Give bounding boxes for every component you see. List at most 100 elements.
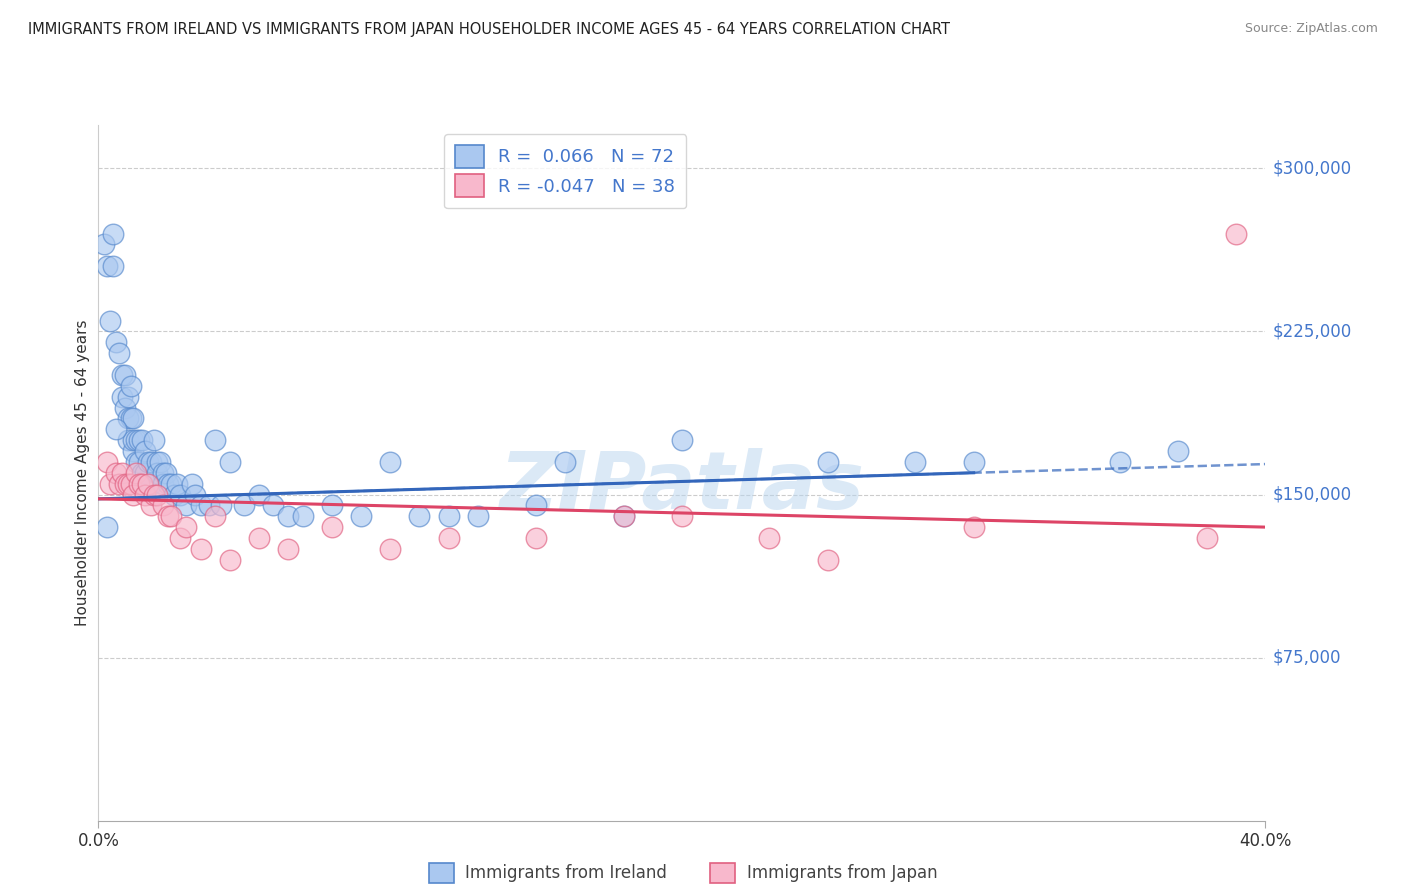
Point bbox=[1225, 227, 1247, 241]
Point bbox=[160, 476, 183, 491]
Point bbox=[163, 487, 186, 501]
Text: $150,000: $150,000 bbox=[1272, 485, 1351, 503]
Point bbox=[101, 227, 124, 241]
Text: $225,000: $225,000 bbox=[1272, 322, 1351, 341]
Point bbox=[233, 499, 256, 513]
Point bbox=[120, 476, 142, 491]
Point bbox=[554, 455, 576, 469]
Text: $300,000: $300,000 bbox=[1272, 160, 1351, 178]
Point bbox=[134, 466, 156, 480]
Point bbox=[190, 499, 212, 513]
Point bbox=[166, 476, 188, 491]
Point bbox=[155, 466, 177, 480]
Point bbox=[136, 476, 159, 491]
Point bbox=[134, 487, 156, 501]
Point bbox=[149, 455, 172, 469]
Point bbox=[122, 411, 145, 425]
Point bbox=[1195, 531, 1218, 545]
Point bbox=[146, 455, 169, 469]
Point bbox=[111, 368, 134, 382]
Point bbox=[134, 444, 156, 458]
Point bbox=[131, 476, 153, 491]
Point bbox=[180, 476, 202, 491]
Point bbox=[157, 509, 180, 524]
Point bbox=[104, 422, 127, 436]
Point bbox=[758, 531, 780, 545]
Point bbox=[122, 433, 145, 447]
Point bbox=[321, 499, 343, 513]
Text: ZIPatlas: ZIPatlas bbox=[499, 448, 865, 525]
Point bbox=[125, 455, 148, 469]
Point bbox=[96, 520, 118, 534]
Point bbox=[96, 259, 118, 273]
Point bbox=[108, 346, 131, 360]
Point bbox=[152, 499, 174, 513]
Legend: R =  0.066   N = 72, R = -0.047   N = 38: R = 0.066 N = 72, R = -0.047 N = 38 bbox=[444, 134, 686, 209]
Point bbox=[671, 509, 693, 524]
Point bbox=[139, 476, 162, 491]
Text: IMMIGRANTS FROM IRELAND VS IMMIGRANTS FROM JAPAN HOUSEHOLDER INCOME AGES 45 - 64: IMMIGRANTS FROM IRELAND VS IMMIGRANTS FR… bbox=[28, 22, 950, 37]
Point bbox=[174, 520, 197, 534]
Point bbox=[128, 433, 150, 447]
Text: Source: ZipAtlas.com: Source: ZipAtlas.com bbox=[1244, 22, 1378, 36]
Point bbox=[160, 509, 183, 524]
Point bbox=[120, 411, 142, 425]
Point bbox=[183, 487, 205, 501]
Point bbox=[152, 466, 174, 480]
Point bbox=[139, 499, 162, 513]
Point bbox=[204, 433, 226, 447]
Point bbox=[117, 390, 139, 404]
Point bbox=[128, 455, 150, 469]
Point bbox=[190, 541, 212, 556]
Point bbox=[247, 531, 270, 545]
Point bbox=[962, 455, 984, 469]
Point bbox=[904, 455, 927, 469]
Point bbox=[524, 499, 547, 513]
Point bbox=[101, 259, 124, 273]
Point bbox=[93, 237, 115, 252]
Point bbox=[437, 509, 460, 524]
Point bbox=[408, 509, 430, 524]
Point bbox=[114, 476, 136, 491]
Point bbox=[671, 433, 693, 447]
Point bbox=[98, 313, 121, 327]
Point bbox=[128, 476, 150, 491]
Point bbox=[277, 541, 299, 556]
Text: $75,000: $75,000 bbox=[1272, 648, 1341, 666]
Point bbox=[114, 401, 136, 415]
Point bbox=[321, 520, 343, 534]
Point bbox=[378, 541, 402, 556]
Point bbox=[131, 433, 153, 447]
Text: Immigrants from Japan: Immigrants from Japan bbox=[747, 864, 938, 882]
Point bbox=[247, 487, 270, 501]
Point bbox=[146, 487, 169, 501]
Point bbox=[817, 455, 839, 469]
Point bbox=[277, 509, 299, 524]
Point bbox=[218, 455, 240, 469]
Point bbox=[378, 455, 402, 469]
Point bbox=[122, 487, 145, 501]
Point bbox=[209, 499, 232, 513]
Point bbox=[146, 466, 169, 480]
Point bbox=[120, 378, 142, 392]
Point bbox=[157, 476, 180, 491]
Point bbox=[125, 466, 148, 480]
Point bbox=[117, 476, 139, 491]
Point bbox=[612, 509, 634, 524]
Point bbox=[1108, 455, 1130, 469]
Point bbox=[108, 476, 131, 491]
Point bbox=[136, 455, 159, 469]
Point bbox=[117, 433, 139, 447]
Point bbox=[114, 368, 136, 382]
Point bbox=[198, 499, 221, 513]
Point bbox=[104, 466, 127, 480]
Point bbox=[122, 444, 145, 458]
Point bbox=[131, 466, 153, 480]
Point bbox=[262, 499, 284, 513]
Point bbox=[152, 476, 174, 491]
Point bbox=[142, 433, 165, 447]
Point bbox=[111, 466, 134, 480]
Point bbox=[817, 552, 839, 567]
Point bbox=[111, 390, 134, 404]
Text: Immigrants from Ireland: Immigrants from Ireland bbox=[465, 864, 668, 882]
